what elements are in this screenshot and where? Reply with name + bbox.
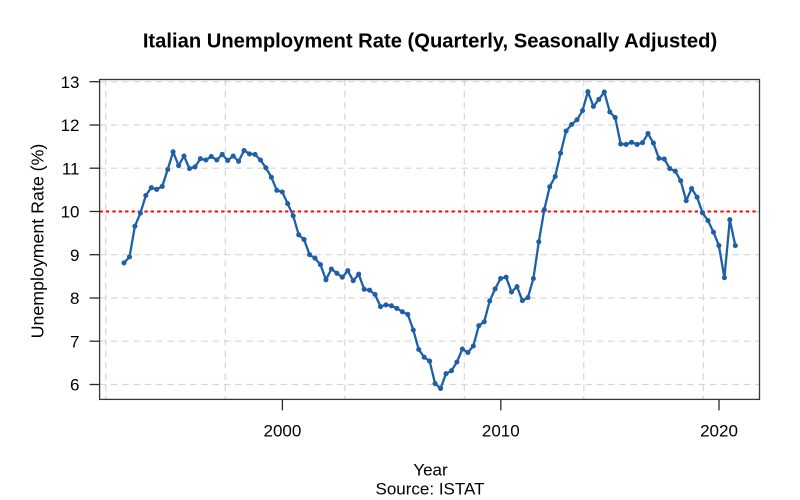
svg-text:Year: Year bbox=[413, 461, 448, 480]
svg-text:2010: 2010 bbox=[482, 421, 520, 440]
svg-text:9: 9 bbox=[70, 246, 79, 265]
svg-text:Source: ISTAT: Source: ISTAT bbox=[376, 479, 485, 498]
svg-text:10: 10 bbox=[61, 203, 80, 222]
svg-text:12: 12 bbox=[61, 116, 80, 135]
svg-text:Italian Unemployment Rate (Qua: Italian Unemployment Rate (Quarterly, Se… bbox=[143, 31, 717, 53]
svg-text:7: 7 bbox=[70, 332, 79, 351]
svg-text:6: 6 bbox=[70, 376, 79, 395]
svg-text:13: 13 bbox=[61, 73, 80, 92]
svg-text:2020: 2020 bbox=[700, 421, 738, 440]
svg-text:2000: 2000 bbox=[263, 421, 301, 440]
svg-text:Unemployment Rate (%): Unemployment Rate (%) bbox=[28, 144, 48, 339]
svg-text:11: 11 bbox=[62, 159, 80, 178]
svg-text:8: 8 bbox=[70, 289, 79, 308]
